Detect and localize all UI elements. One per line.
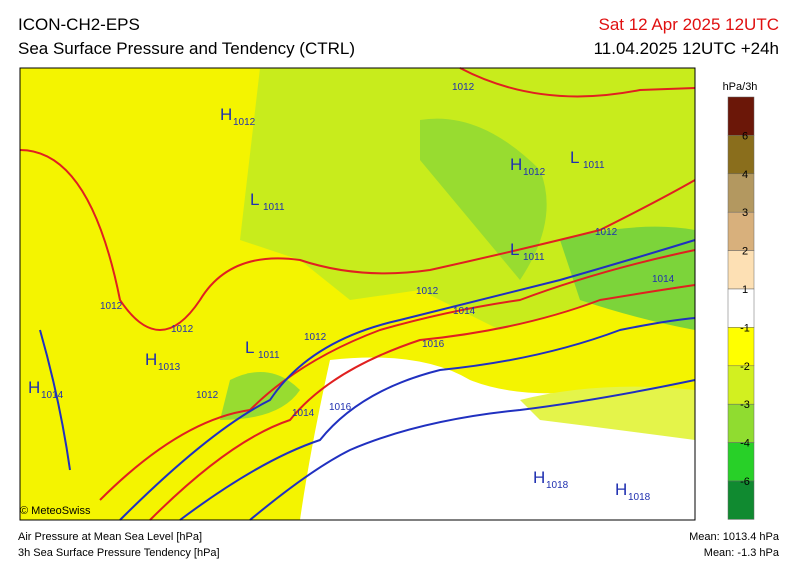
isobar-label: 1012 (100, 301, 123, 312)
legend-tick-label: 6 (742, 130, 748, 142)
isobars (19, 67, 696, 521)
pressure-center-kind: H (533, 468, 545, 487)
pressure-center-kind: L (245, 338, 254, 357)
pressure-center-value: 1013 (158, 362, 181, 373)
legend-swatch (727, 365, 755, 405)
footer-line: Air Pressure at Mean Sea Level [hPa] (18, 531, 202, 543)
isobar-label: 1014 (652, 274, 675, 285)
legend: 6 4 3 2 1 -1 -2 -3 -4 -6 (727, 96, 755, 520)
isobar-label: 1012 (304, 332, 327, 343)
legend-tick-label: 3 (742, 207, 748, 219)
isobar-label: 1012 (416, 286, 439, 297)
pressure-center-value: 1011 (263, 202, 285, 213)
pressure-center-value: 1014 (41, 390, 64, 401)
pressure-center-value: 1018 (546, 480, 569, 491)
run-time: 11.04.2025 12UTC +24h (594, 39, 779, 58)
isobar-label: 1014 (453, 306, 476, 317)
pressure-center-kind: L (570, 148, 579, 167)
pressure-center-kind: H (220, 105, 232, 124)
legend-tick-label: 1 (742, 284, 748, 296)
legend-tick-label: -2 (740, 361, 750, 373)
map-frame (19, 67, 696, 521)
mean-tendency: Mean: -1.3 hPa (704, 547, 780, 559)
mean-pressure: Mean: 1013.4 hPa (689, 531, 780, 543)
pressure-center-value: 1012 (233, 117, 256, 128)
tendency-area (420, 118, 547, 280)
pressure-center-kind: L (250, 190, 259, 209)
pressure-center-value: 1011 (523, 252, 545, 263)
legend-tick-label: -1 (740, 322, 750, 334)
pressure-center-value: 1018 (628, 492, 651, 503)
isobar-label: 1012 (452, 82, 475, 93)
isobar-label: 1016 (329, 402, 352, 413)
model-name: ICON-CH2-EPS (18, 15, 140, 34)
pressure-center-kind: H (28, 378, 40, 397)
legend-tick-label: 2 (742, 246, 748, 258)
pressure-center-value: 1011 (583, 160, 605, 171)
credit: © MeteoSwiss (20, 505, 91, 517)
legend-tick-label: -4 (740, 438, 750, 450)
pressure-center-kind: H (145, 350, 157, 369)
legend-unit: hPa/3h (723, 81, 758, 93)
tendency-area (520, 386, 695, 440)
isobar-label: 1012 (595, 227, 618, 238)
isobar-label: 1012 (196, 390, 219, 401)
legend-tick-label: 4 (742, 169, 748, 181)
legend-swatch (727, 480, 755, 520)
legend-swatch (727, 211, 755, 251)
legend-swatch (727, 250, 755, 290)
footer-line: 3h Sea Surface Pressure Tendency [hPa] (18, 547, 220, 559)
pressure-center-kind: H (615, 480, 627, 499)
pressure-center-kind: H (510, 155, 522, 174)
legend-swatch (727, 442, 755, 482)
isobar-label: 1012 (171, 324, 194, 335)
legend-tick-label: -3 (740, 399, 750, 411)
legend-swatch (727, 327, 755, 367)
pressure-center-value: 1011 (258, 350, 280, 361)
pressure-center-kind: L (510, 240, 519, 259)
pressure-center-value: 1012 (523, 167, 546, 178)
legend-swatch (727, 96, 755, 136)
legend-swatch (727, 288, 755, 328)
tendency-area (560, 226, 695, 330)
legend-swatch (727, 173, 755, 213)
isobar-label: 1016 (422, 339, 445, 350)
map-title: Sea Surface Pressure and Tendency (CTRL) (18, 39, 355, 58)
valid-time: Sat 12 Apr 2025 12UTC (598, 15, 779, 34)
legend-swatch (727, 135, 755, 175)
isobar-label: 1014 (292, 408, 315, 419)
legend-tick-label: -6 (740, 476, 750, 488)
